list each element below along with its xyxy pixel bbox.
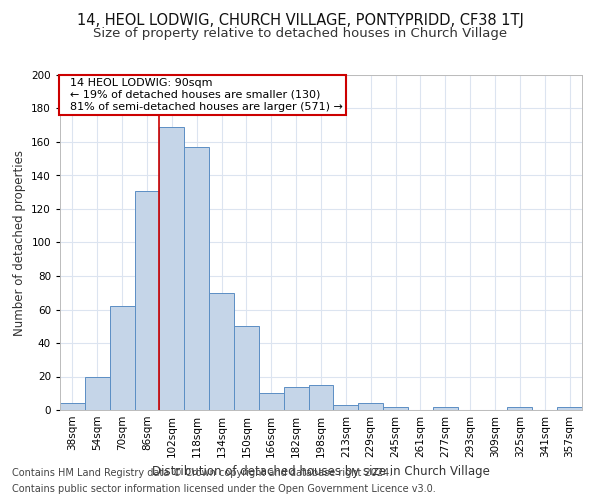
Bar — [209, 292, 234, 410]
Text: Size of property relative to detached houses in Church Village: Size of property relative to detached ho… — [93, 28, 507, 40]
Bar — [160, 127, 184, 410]
Text: 14 HEOL LODWIG: 90sqm
  ← 19% of detached houses are smaller (130)
  81% of semi: 14 HEOL LODWIG: 90sqm ← 19% of detached … — [62, 78, 343, 112]
Bar — [184, 147, 209, 410]
Bar — [383, 406, 408, 410]
Bar — [433, 406, 458, 410]
Text: Contains public sector information licensed under the Open Government Licence v3: Contains public sector information licen… — [12, 484, 436, 494]
Bar — [358, 404, 383, 410]
Text: 14, HEOL LODWIG, CHURCH VILLAGE, PONTYPRIDD, CF38 1TJ: 14, HEOL LODWIG, CHURCH VILLAGE, PONTYPR… — [77, 12, 523, 28]
Bar — [308, 385, 334, 410]
Bar — [60, 404, 85, 410]
Bar — [110, 306, 134, 410]
Y-axis label: Number of detached properties: Number of detached properties — [13, 150, 26, 336]
Bar — [508, 406, 532, 410]
Bar — [557, 406, 582, 410]
Bar — [134, 190, 160, 410]
Bar — [334, 405, 358, 410]
X-axis label: Distribution of detached houses by size in Church Village: Distribution of detached houses by size … — [152, 466, 490, 478]
Text: Contains HM Land Registry data © Crown copyright and database right 2024.: Contains HM Land Registry data © Crown c… — [12, 468, 392, 477]
Bar — [85, 376, 110, 410]
Bar — [259, 393, 284, 410]
Bar — [234, 326, 259, 410]
Bar — [284, 386, 308, 410]
